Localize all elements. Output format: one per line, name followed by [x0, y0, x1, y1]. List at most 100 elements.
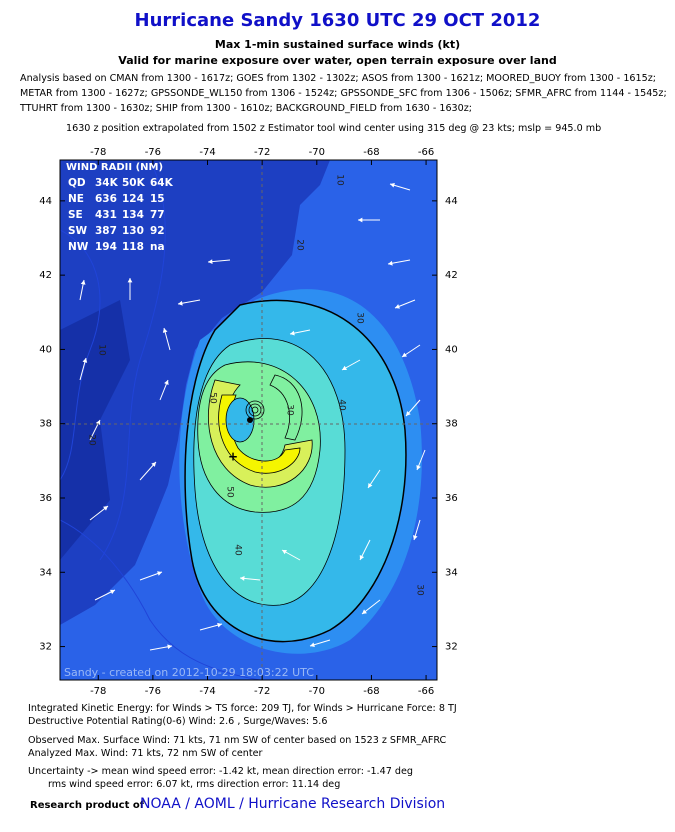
x-tick-label: -72 — [254, 686, 270, 697]
x-tick-label: -66 — [418, 147, 434, 158]
wind-arrow-head — [362, 609, 367, 614]
x-tick-label: -74 — [199, 686, 215, 697]
footer-line: Analyzed Max. Wind: 71 kts, 72 nm SW of … — [28, 748, 263, 759]
wind-arrow-head — [406, 411, 411, 416]
y-tick-label: 42 — [39, 270, 52, 281]
analysis-line: Analysis based on CMAN from 1300 - 1617z… — [20, 73, 657, 84]
wind-arrow-head — [282, 550, 287, 555]
wind-arrow-head — [402, 352, 407, 357]
wind-arrow-head — [103, 506, 108, 511]
wind-arrow-head — [388, 260, 393, 266]
wind-radii-cell: na — [150, 241, 165, 253]
wind-radii-cell: 34K — [95, 177, 119, 189]
wind-radii-cell: NE — [68, 193, 84, 205]
wind-arrow-head — [167, 644, 172, 650]
wind-arrow-head — [390, 182, 395, 188]
wind-radii-cell: SE — [68, 209, 83, 221]
wind-arrow-head — [110, 589, 115, 595]
x-tick-label: -66 — [418, 686, 434, 697]
x-tick-label: -68 — [363, 147, 379, 158]
footer-line: Observed Max. Surface Wind: 71 kts, 71 n… — [28, 735, 447, 746]
wind-arrow-head — [240, 576, 245, 581]
eye — [225, 397, 255, 443]
contour-label: 20 — [87, 434, 97, 446]
title: Hurricane Sandy 1630 UTC 29 OCT 2012 — [134, 10, 541, 31]
center-rings — [245, 400, 265, 420]
contour-label: 40 — [233, 544, 243, 556]
wind-radii-cell: 130 — [122, 225, 144, 237]
wind-radii-cell: 636 — [95, 193, 117, 205]
analysis-line: METAR from 1300 - 1627z; GPSSONDE_WL150 … — [20, 88, 667, 99]
footer-line: Integrated Kinetic Energy: for Winds > T… — [28, 703, 457, 714]
y-tick-label: 38 — [445, 419, 458, 430]
wind-arrow-head — [80, 280, 86, 285]
land-contours — [60, 160, 261, 680]
contour-label: 40 — [337, 399, 347, 411]
wind-radii-cell: 387 — [95, 225, 117, 237]
x-tick-label: -78 — [90, 686, 106, 697]
wind-field: + — [60, 160, 437, 680]
y-tick-label: 34 — [445, 567, 458, 578]
x-tick-label: -72 — [254, 147, 270, 158]
wind-arrow-head — [310, 642, 315, 648]
storm-center — [247, 417, 253, 423]
x-tick-label: -70 — [309, 686, 325, 697]
contour-label: 50 — [208, 392, 218, 404]
wind-arrow-head — [412, 535, 418, 540]
subtitle: Valid for marine exposure over water, op… — [118, 54, 557, 67]
wind-arrow-head — [157, 571, 162, 576]
y-tick-label: 42 — [445, 270, 458, 281]
wind-radii-cell: QD — [68, 177, 86, 189]
y-tick-label: 32 — [445, 642, 458, 653]
wind-radii-cell: SW — [68, 225, 88, 237]
y-tick-label: 38 — [39, 419, 52, 430]
wind-arrow-head — [178, 300, 183, 306]
x-tick-label: -78 — [90, 147, 106, 158]
y-tick-label: 32 — [39, 642, 52, 653]
wind-radii-cell: 15 — [150, 193, 165, 205]
contour-label: 50 — [225, 486, 235, 498]
contour-label: 30 — [285, 404, 295, 416]
wind-arrow-head — [208, 259, 213, 264]
y-tick-label: 40 — [445, 344, 458, 355]
contour-label: 20 — [295, 239, 305, 251]
x-tick-label: -76 — [145, 147, 161, 158]
footer-line: Destructive Potential Rating(0-6) Wind: … — [28, 716, 328, 727]
wind-arrow-head — [342, 365, 347, 370]
contour-label: 30 — [355, 312, 365, 324]
contour-label: 30 — [415, 584, 425, 596]
wind-arrows — [79, 182, 426, 651]
wind-radii: WIND RADII (NM) QD 34K 50K 64K NE 636 124 15 SE 43… — [66, 162, 174, 253]
wind-radii-cell: 77 — [150, 209, 165, 221]
y-tick-label: 34 — [39, 567, 52, 578]
contour-label: 10 — [335, 174, 345, 186]
subtitle: Max 1-min sustained surface winds (kt) — [214, 38, 461, 51]
y-tick-label: 40 — [39, 344, 52, 355]
wind-radii-cell: 118 — [122, 241, 144, 253]
y-tick-label: 36 — [39, 493, 52, 504]
wind-radii-cell: 124 — [122, 193, 144, 205]
contour-label: 10 — [97, 344, 107, 356]
research-label: Research product of — [30, 800, 145, 811]
wind-radii-cell: 92 — [150, 225, 165, 237]
x-tick-label: -70 — [309, 147, 325, 158]
wind-arrow-head — [359, 555, 365, 560]
wind-radii-cell: 134 — [122, 209, 144, 221]
wind-arrow-head — [82, 358, 88, 363]
x-tick-label: -68 — [363, 686, 379, 697]
map-credit: Sandy - created on 2012-10-29 18:03:22 U… — [64, 666, 314, 679]
wind-arrow-head — [162, 328, 168, 333]
wind-radii-cell: 431 — [95, 209, 117, 221]
wind-radii-cell: 194 — [95, 241, 117, 253]
wind-radii-cell: NW — [68, 241, 89, 253]
x-tick-label: -76 — [145, 686, 161, 697]
footer-line: rms wind speed error: 6.07 kt, rms direc… — [48, 779, 341, 790]
footer-line: Uncertainty -> mean wind speed error: -1… — [28, 766, 413, 777]
wind-arrow-head — [217, 622, 222, 628]
wind-radii-cell: 50K — [122, 177, 146, 189]
wind-radii-title: WIND RADII (NM) — [66, 162, 163, 173]
organization: NOAA / AOML / Hurricane Research Divisio… — [140, 796, 446, 812]
wind-arrow-head — [416, 465, 421, 470]
max-wind-marker: + — [228, 450, 238, 464]
